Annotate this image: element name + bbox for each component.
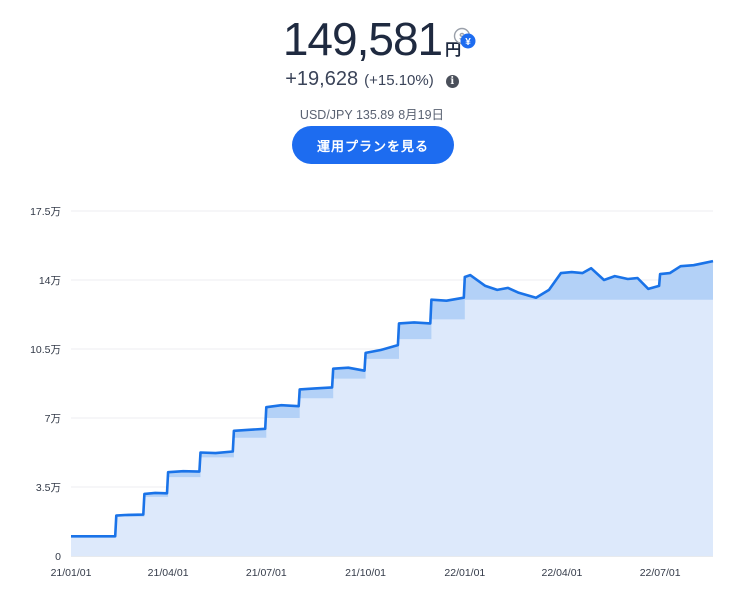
y-tick-label: 17.5万 bbox=[30, 206, 61, 218]
y-tick-label: 14万 bbox=[39, 275, 61, 287]
x-tick-label: 21/07/01 bbox=[246, 567, 287, 579]
change-percent: (+15.10%) bbox=[364, 72, 434, 89]
x-tick-label: 21/10/01 bbox=[345, 567, 386, 579]
y-tick-label: 0 bbox=[55, 551, 61, 563]
y-axis-ticks: 0 3.5万 7万 10.5万 14万 17.5万 bbox=[30, 206, 61, 563]
change-row: +19,628 (+15.10%) i bbox=[0, 68, 744, 91]
total-value: 149,581 円 bbox=[0, 12, 744, 66]
exchange-rate: USD/JPY 135.89 8月19日 bbox=[0, 104, 744, 123]
total-value-unit: 円 bbox=[445, 42, 462, 59]
x-axis-ticks: 21/01/01 21/04/01 21/07/01 21/10/01 22/01/01… bbox=[51, 567, 681, 579]
x-tick-label: 22/07/01 bbox=[640, 567, 681, 579]
x-tick-label: 21/01/01 bbox=[51, 567, 92, 579]
valuation-line bbox=[71, 259, 714, 538]
svg-text:¥: ¥ bbox=[465, 37, 471, 48]
y-tick-label: 3.5万 bbox=[36, 482, 61, 494]
chart-lines bbox=[71, 259, 714, 538]
exchange-rate-date: 8月19日 bbox=[398, 108, 445, 122]
x-tick-label: 21/04/01 bbox=[148, 567, 189, 579]
chart-areas bbox=[71, 261, 713, 556]
total-value-amount: 149,581 bbox=[282, 13, 443, 65]
x-tick-label: 22/01/01 bbox=[444, 567, 485, 579]
exchange-rate-value: USD/JPY 135.89 bbox=[299, 108, 395, 122]
info-icon[interactable]: i bbox=[445, 75, 459, 88]
y-tick-label: 10.5万 bbox=[30, 344, 61, 356]
view-plan-button[interactable]: 運用プランを見る bbox=[292, 126, 454, 164]
principal-area bbox=[71, 299, 713, 556]
x-tick-label: 22/04/01 bbox=[542, 567, 583, 579]
y-tick-label: 7万 bbox=[45, 413, 61, 425]
dollar-yen-swap-icon[interactable]: $ ¥ bbox=[452, 26, 478, 50]
change-amount: +19,628 bbox=[285, 68, 359, 90]
